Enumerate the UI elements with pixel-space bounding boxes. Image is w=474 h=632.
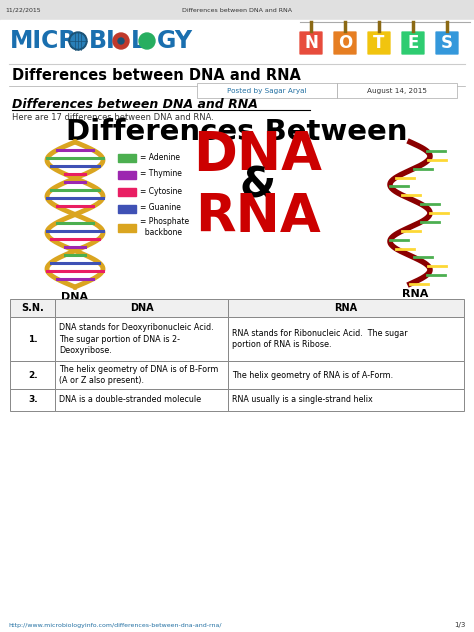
Bar [10, 317, 55, 361]
FancyBboxPatch shape [333, 31, 357, 55]
FancyBboxPatch shape [197, 83, 337, 98]
Circle shape [139, 33, 155, 49]
Text: = Cytosine: = Cytosine [140, 186, 182, 195]
Text: GY: GY [157, 29, 193, 53]
Text: 1/3: 1/3 [455, 622, 466, 628]
Text: S: S [441, 34, 453, 52]
Circle shape [69, 32, 87, 50]
FancyBboxPatch shape [337, 83, 457, 98]
Text: 2.: 2. [28, 370, 37, 379]
Text: N: N [304, 34, 318, 52]
FancyBboxPatch shape [367, 31, 391, 55]
Bar [0, 120, 474, 297]
Text: http://www.microbiologyinfo.com/differences-between-dna-and-rna/: http://www.microbiologyinfo.com/differen… [8, 623, 221, 628]
Bar [118, 171, 136, 179]
Text: Differences between DNA and RNA: Differences between DNA and RNA [182, 8, 292, 13]
Bar [118, 188, 136, 196]
Text: O: O [338, 34, 352, 52]
Text: The helix geometry of DNA is of B-Form
(A or Z also present).: The helix geometry of DNA is of B-Form (… [59, 365, 219, 386]
Text: T: T [374, 34, 385, 52]
FancyBboxPatch shape [401, 31, 425, 55]
Text: 11/22/2015: 11/22/2015 [5, 8, 41, 13]
Text: DNA: DNA [193, 129, 322, 181]
Text: L: L [131, 29, 146, 53]
Bar [0, 0, 474, 20]
Text: DNA is a double-stranded molecule: DNA is a double-stranded molecule [59, 396, 201, 404]
Text: BI: BI [89, 29, 116, 53]
Bar [118, 224, 136, 232]
Circle shape [116, 36, 126, 46]
Text: S.N.: S.N. [21, 303, 44, 313]
Text: = Guanine: = Guanine [140, 204, 181, 212]
Text: = Adenine: = Adenine [140, 152, 180, 162]
Text: August 14, 2015: August 14, 2015 [367, 87, 427, 94]
Bar [228, 389, 464, 411]
Bar [55, 299, 228, 317]
Bar [118, 154, 136, 162]
Text: &: & [240, 164, 276, 206]
FancyBboxPatch shape [435, 31, 459, 55]
Text: 3.: 3. [28, 396, 37, 404]
Bar [10, 299, 55, 317]
Bar [228, 361, 464, 389]
Text: Differences Between: Differences Between [66, 118, 408, 146]
Text: RNA: RNA [334, 303, 357, 313]
Bar [10, 361, 55, 389]
Bar [55, 389, 228, 411]
Circle shape [142, 36, 152, 46]
Text: MICR: MICR [10, 29, 78, 53]
Text: Differences between DNA and RNA: Differences between DNA and RNA [12, 99, 258, 111]
Text: 1.: 1. [28, 334, 37, 344]
Text: RNA stands for Ribonucleic Acid.  The sugar
portion of RNA is Ribose.: RNA stands for Ribonucleic Acid. The sug… [232, 329, 408, 349]
Text: The helix geometry of RNA is of A-Form.: The helix geometry of RNA is of A-Form. [232, 370, 393, 379]
Bar [228, 317, 464, 361]
Text: RNA: RNA [195, 191, 321, 243]
Text: RNA usually is a single-strand helix: RNA usually is a single-strand helix [232, 396, 373, 404]
Text: DNA stands for Deoxyribonucleic Acid.
The sugar portion of DNA is 2-
Deoxyribose: DNA stands for Deoxyribonucleic Acid. Th… [59, 323, 214, 355]
FancyBboxPatch shape [299, 31, 323, 55]
Text: E: E [407, 34, 419, 52]
Circle shape [113, 33, 129, 49]
Circle shape [71, 34, 85, 48]
Text: DNA: DNA [62, 292, 89, 302]
Bar [0, 20, 474, 62]
Text: RNA: RNA [402, 289, 428, 299]
Text: = Thymine: = Thymine [140, 169, 182, 178]
Circle shape [118, 38, 124, 44]
Bar [10, 389, 55, 411]
Text: Here are 17 differences between DNA and RNA.: Here are 17 differences between DNA and … [12, 114, 214, 123]
Bar [55, 317, 228, 361]
Bar [55, 361, 228, 389]
Bar [228, 299, 464, 317]
Text: DNA: DNA [130, 303, 154, 313]
Text: Posted by Sagar Aryal: Posted by Sagar Aryal [227, 87, 307, 94]
Bar [118, 205, 136, 213]
Text: Differences between DNA and RNA: Differences between DNA and RNA [12, 68, 301, 83]
Text: = Phosphate
  backbone: = Phosphate backbone [140, 217, 189, 237]
